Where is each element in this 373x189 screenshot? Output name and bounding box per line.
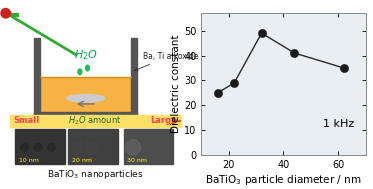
Ellipse shape (66, 94, 104, 102)
Text: Large: Large (150, 116, 177, 125)
Text: Small: Small (13, 116, 40, 125)
Bar (15, 129, 65, 164)
Ellipse shape (86, 65, 90, 71)
Bar (10, 115, 181, 127)
Ellipse shape (126, 140, 141, 155)
Bar (69, 129, 118, 164)
Text: 10 nm: 10 nm (19, 158, 39, 163)
Bar (131, 38, 137, 117)
Text: BaTiO$_3$ nanoparticles: BaTiO$_3$ nanoparticles (47, 168, 143, 181)
Ellipse shape (85, 142, 97, 153)
Bar (40, 77, 131, 112)
Bar (123, 129, 173, 164)
Text: Ba, Ti alkoxide: Ba, Ti alkoxide (135, 52, 198, 71)
Text: 20 nm: 20 nm (72, 158, 92, 163)
Text: 1 kHz: 1 kHz (323, 119, 354, 129)
Ellipse shape (78, 69, 82, 75)
Text: 30 nm: 30 nm (128, 158, 147, 163)
Ellipse shape (34, 144, 42, 151)
Text: $H_2O$: $H_2O$ (73, 49, 98, 62)
Bar (34, 112, 137, 117)
Ellipse shape (72, 142, 84, 153)
Bar (34, 38, 40, 117)
Ellipse shape (21, 144, 28, 151)
Text: $H_2O$ amount: $H_2O$ amount (68, 115, 122, 127)
Circle shape (1, 9, 10, 18)
Y-axis label: Dielectric constant: Dielectric constant (172, 35, 181, 133)
Ellipse shape (48, 144, 55, 151)
X-axis label: BaTiO$_3$ particle diameter / nm: BaTiO$_3$ particle diameter / nm (205, 173, 362, 187)
